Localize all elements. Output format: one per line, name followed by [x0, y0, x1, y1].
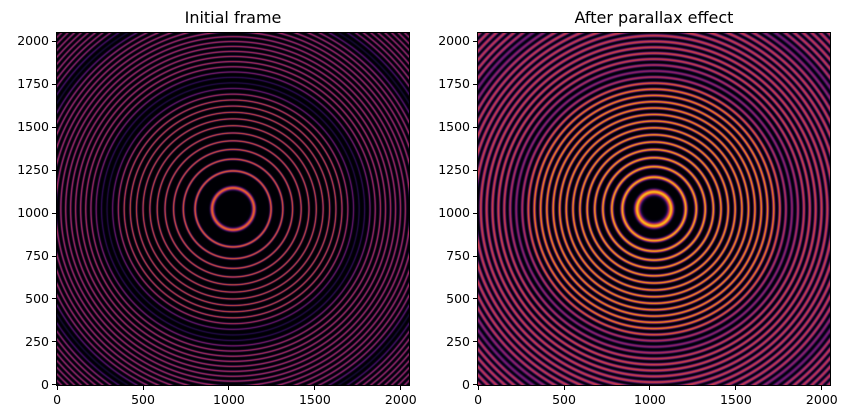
x-tick-label: 2000 — [384, 392, 417, 407]
ring-pattern-image-initial-frame — [57, 33, 409, 385]
y-tick-mark — [473, 341, 477, 343]
x-tick-label: 500 — [552, 392, 576, 407]
y-tick-mark — [52, 384, 56, 386]
y-tick-label: 250 — [446, 333, 470, 349]
y-tick-mark — [473, 384, 477, 386]
x-tick-mark — [228, 386, 230, 390]
y-tick-label: 2000 — [438, 33, 470, 49]
y-tick-mark — [473, 212, 477, 214]
x-tick-label: 500 — [131, 392, 155, 407]
y-tick-label: 500 — [446, 290, 470, 306]
x-tick-mark — [821, 386, 823, 390]
x-tick-mark — [735, 386, 737, 390]
y-tick-mark — [52, 255, 56, 257]
y-tick-label: 0 — [462, 376, 470, 392]
y-tick-mark — [473, 255, 477, 257]
y-tick-mark — [52, 169, 56, 171]
y-tick-mark — [52, 212, 56, 214]
y-tick-mark — [52, 341, 56, 343]
y-tick-mark — [473, 169, 477, 171]
y-tick-label: 0 — [41, 376, 49, 392]
y-tick-mark — [52, 83, 56, 85]
x-tick-mark — [649, 386, 651, 390]
y-tick-label: 1250 — [17, 162, 49, 178]
y-tick-mark — [52, 126, 56, 128]
x-tick-label: 0 — [53, 392, 62, 407]
x-tick-mark — [56, 386, 58, 390]
y-tick-mark — [473, 40, 477, 42]
x-tick-mark — [400, 386, 402, 390]
plot-title-initial-frame: Initial frame — [184, 8, 282, 27]
x-tick-mark — [142, 386, 144, 390]
x-tick-label: 1000 — [213, 392, 245, 407]
y-tick-mark — [52, 40, 56, 42]
y-tick-label: 1000 — [438, 205, 470, 221]
y-tick-label: 250 — [25, 333, 49, 349]
y-tick-label: 1250 — [438, 162, 470, 178]
y-tick-mark — [473, 298, 477, 300]
plot-title-parallax: After parallax effect — [574, 8, 734, 27]
y-tick-label: 750 — [25, 248, 49, 263]
y-tick-label: 2000 — [17, 33, 49, 49]
ring-pattern-image-parallax — [478, 33, 830, 385]
y-tick-label: 1500 — [438, 119, 470, 135]
y-tick-label: 1750 — [17, 76, 49, 92]
y-tick-label: 500 — [25, 290, 49, 306]
x-tick-mark — [314, 386, 316, 390]
y-tick-label: 1000 — [17, 205, 49, 221]
x-tick-mark — [477, 386, 479, 390]
x-tick-label: 1000 — [634, 392, 666, 407]
x-tick-label: 0 — [474, 392, 483, 407]
y-tick-mark — [473, 83, 477, 85]
y-tick-label: 750 — [446, 248, 470, 263]
x-tick-label: 1500 — [719, 392, 752, 407]
axes-parallax — [477, 32, 831, 386]
axes-initial-frame — [56, 32, 410, 386]
x-tick-label: 1500 — [298, 392, 331, 407]
y-tick-mark — [52, 298, 56, 300]
y-tick-mark — [473, 126, 477, 128]
y-tick-label: 1750 — [438, 76, 470, 92]
y-tick-label: 1500 — [17, 119, 49, 135]
x-tick-mark — [563, 386, 565, 390]
x-tick-label: 2000 — [805, 392, 838, 407]
